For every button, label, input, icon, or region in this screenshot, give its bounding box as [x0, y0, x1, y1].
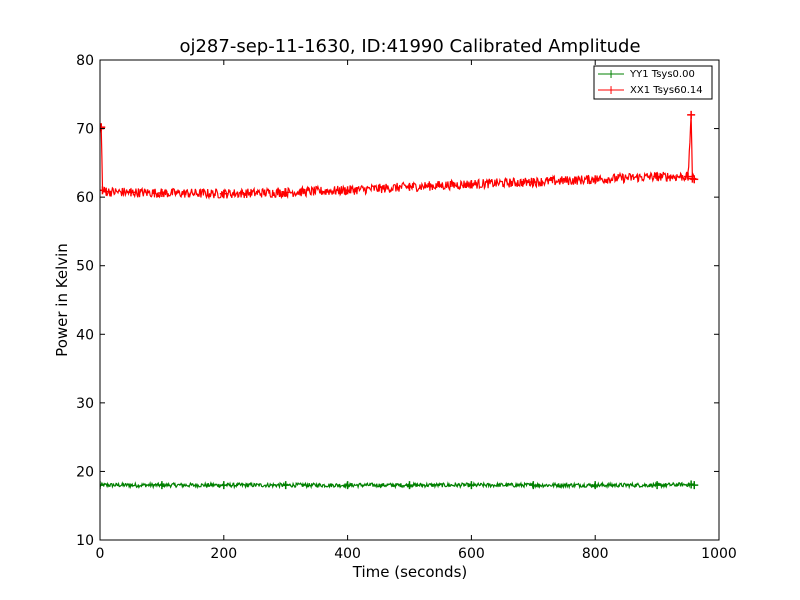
data-point-marker — [591, 175, 600, 184]
y-axis-label: Power in Kelvin — [53, 243, 71, 357]
x-axis-label: Time (seconds) — [352, 563, 468, 581]
data-point-marker — [690, 481, 699, 490]
y-tick-label: 40 — [76, 327, 94, 343]
y-tick-label: 50 — [76, 259, 94, 275]
x-tick-label: 800 — [582, 546, 609, 562]
data-point-marker — [684, 172, 693, 181]
x-tick-label: 200 — [210, 546, 237, 562]
data-point-marker — [100, 186, 107, 195]
x-tick-label: 600 — [458, 546, 485, 562]
plot-area — [100, 110, 699, 490]
data-point-marker — [219, 189, 228, 198]
data-point-marker — [126, 188, 135, 197]
x-tick-label: 1000 — [701, 546, 737, 562]
chart-title: oj287-sep-11-1630, ID:41990 Calibrated A… — [179, 36, 640, 57]
data-point-marker — [219, 481, 228, 490]
y-tick-label: 60 — [76, 190, 94, 206]
data-point-marker — [157, 189, 166, 198]
data-point-marker — [653, 481, 662, 490]
plot-frame — [99, 59, 720, 541]
legend-marker-yy1: + — [606, 67, 616, 81]
data-point-marker — [405, 481, 414, 490]
series-line-xx1 — [100, 114, 695, 200]
legend-box — [593, 65, 713, 100]
data-point-marker — [343, 186, 352, 195]
data-point-marker — [281, 481, 290, 490]
legend-label-yy1: YY1 Tsys0.00 — [629, 69, 695, 80]
data-point-marker — [529, 178, 538, 187]
x-tick-label: 400 — [334, 546, 361, 562]
data-point-marker — [690, 175, 699, 184]
data-point-marker — [281, 188, 290, 197]
data-point-marker — [529, 481, 538, 490]
data-point-marker — [467, 481, 476, 490]
data-point-marker — [157, 481, 166, 490]
data-point-marker — [653, 172, 662, 181]
y-tick-label: 30 — [76, 396, 94, 412]
y-tick-label: 70 — [76, 122, 94, 138]
legend-label-xx1: XX1 Tsys60.14 — [630, 85, 703, 96]
y-tick-label: 80 — [76, 53, 94, 69]
data-point-marker — [405, 182, 414, 191]
y-tick-label: 20 — [76, 464, 94, 480]
data-point-marker — [100, 481, 104, 490]
x-tick-label: 0 — [96, 546, 105, 562]
data-point-marker — [102, 187, 111, 196]
legend-marker-xx1: + — [606, 83, 616, 97]
y-tick-label: 10 — [76, 533, 94, 549]
data-point-marker — [343, 481, 352, 490]
data-point-marker — [687, 110, 696, 119]
legend: + YY1 Tsys0.00 + XX1 Tsys60.14 — [593, 65, 713, 100]
data-point-marker — [591, 481, 600, 490]
data-point-marker — [100, 123, 106, 132]
data-point-marker — [467, 180, 476, 189]
